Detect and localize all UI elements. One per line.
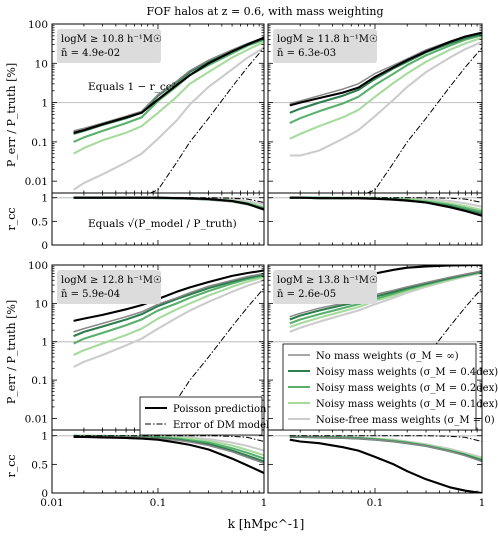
panel-2-series-top-noisy_04: [289, 33, 482, 114]
panel-4-series-top-no_mass: [289, 270, 482, 318]
panel-1-annotation-bottom: Equals √(P_model / P_truth): [88, 218, 237, 230]
panel-1-series-top-no_mass: [73, 36, 264, 132]
y-tick-label-top: 0.1: [31, 137, 48, 149]
panel-1-series-bottom-dm_model: [73, 197, 264, 203]
panel-3-box-line2: n̄ = 5.9e-04: [61, 289, 120, 300]
panel-3-series-top-no_mass: [73, 272, 264, 333]
panel-1-series-top-noise_free: [73, 46, 264, 191]
y-tick-label-top: 1: [41, 98, 48, 110]
panel-3-series-top-noisy_02: [73, 274, 264, 345]
panel-1-box-line1: logM ≥ 10.8 h⁻¹M☉: [61, 34, 162, 45]
legend-left-label-dm_model: Error of DM model: [173, 420, 269, 431]
ylabel-bottom-2: r_cc: [5, 454, 18, 477]
y-tick-label-bottom: 0: [41, 240, 48, 252]
panel-1-series-top-poisson: [73, 36, 264, 134]
panel-1-info-box: [57, 29, 161, 63]
panel-4-info-box: [273, 270, 377, 304]
panel-4-series-bottom: [289, 435, 482, 493]
panel-1-series-top-noisy_01: [73, 40, 264, 155]
panel-3-box-line1: logM ≥ 12.8 h⁻¹M☉: [61, 275, 162, 286]
panel-3-series-top-poisson: [73, 269, 264, 322]
x-axis-label: k [hMpc^-1]: [228, 517, 305, 531]
panel-3-info-box: [57, 270, 161, 304]
panel-3-series-bottom-poisson: [73, 435, 264, 474]
panel-4-series-bottom-no_mass: [289, 436, 482, 463]
y-tick-label-bottom: 1: [41, 193, 48, 205]
legend-left-box: [139, 396, 263, 436]
y-tick-label-top: 0.1: [31, 375, 48, 387]
panel-2-series-bottom-dm_model: [289, 197, 482, 203]
panel-2-box-line1: logM ≥ 11.8 h⁻¹M☉: [277, 34, 378, 45]
panel-2-series-top-noisy_02: [289, 34, 482, 125]
legend-right-label-noisy_01: Noisy mass weights (σ_M = 0.1dex): [316, 399, 498, 410]
panel-3-series-bottom: [73, 434, 264, 474]
y-tick-label-top: 10: [35, 298, 48, 310]
y-tick-label-top: 100: [28, 260, 48, 272]
x-tick-label: 0.1: [150, 497, 167, 509]
panel-2-series-top-noise_free: [289, 40, 482, 157]
panel-2-series-top-poisson: [289, 31, 482, 107]
legend-right-label-noise_free: Noise-free mass weights (σ_M = 0): [316, 415, 495, 426]
y-tick-label-top: 0.01: [25, 176, 48, 188]
ylabel-bottom-1: r_cc: [5, 207, 18, 230]
y-tick-label-bottom: 0: [41, 488, 48, 500]
y-tick-label-bottom: 0.5: [31, 459, 48, 471]
panel-2-box-line2: n̄ = 6.3e-03: [277, 48, 336, 59]
panel-1-annotation: Equals 1 − r_cc²: [88, 81, 176, 93]
panel-4-series-bottom-poisson: [289, 438, 482, 493]
panel-2-series-top-noisy_01: [289, 36, 482, 140]
legend-right-box: [282, 343, 477, 431]
panel-4-series-bottom-dm_model: [289, 435, 482, 442]
panel-2-series-top-dm_model: [367, 47, 482, 193]
x-tick-label: 0.1: [367, 497, 384, 509]
x-tick-label: 1: [479, 497, 486, 509]
panel-4-box-line2: n̄ = 2.6e-05: [277, 289, 336, 300]
panel-2-series-top: [289, 31, 482, 193]
panel-3-series-top: [73, 269, 264, 430]
panel-1-series-top-dm_model: [150, 47, 264, 193]
legend-right-label-noisy_04: Noisy mass weights (σ_M = 0.4dex): [316, 367, 498, 378]
legend-left-label-poisson: Poisson prediction: [173, 404, 267, 415]
panel-4-box-line1: logM ≥ 13.8 h⁻¹M☉: [277, 275, 378, 286]
panel-3-series-top-noisy_01: [73, 276, 264, 356]
panel-2-series-bottom: [289, 196, 482, 217]
panel-1-box-line2: n̄ = 4.9e-02: [61, 48, 120, 59]
ylabel-top-1: P_err / P_truth [%]: [5, 63, 18, 167]
y-tick-label-top: 100: [28, 19, 48, 31]
panel-2-info-box: [273, 29, 377, 63]
panel-1-series-top: [73, 36, 264, 193]
legend-right-label-no_mass: No mass weights (σ_M = ∞): [316, 351, 459, 362]
y-tick-label-bottom: 0.5: [31, 216, 48, 228]
y-tick-label-bottom: 1: [41, 431, 48, 443]
panel-3-series-top-noise_free: [73, 279, 264, 368]
panel-3-series-bottom-dm_model: [73, 435, 264, 442]
figure-title: FOF halos at z = 0.6, with mass weightin…: [146, 5, 383, 18]
y-tick-label-top: 0.01: [25, 413, 48, 425]
x-tick-label: 0.01: [40, 497, 63, 509]
ylabel-top-2: P_err / P_truth [%]: [5, 300, 18, 404]
panel-1-series-bottom: [73, 196, 264, 211]
x-tick-label: 1: [261, 497, 268, 509]
panel-3-series-top-noisy_04: [73, 273, 264, 338]
y-tick-label-top: 10: [35, 58, 48, 70]
legend-right-label-noisy_02: Noisy mass weights (σ_M = 0.2dex): [316, 383, 498, 394]
y-tick-label-top: 1: [41, 337, 48, 349]
panel-1-series-top-noisy_02: [73, 38, 264, 143]
